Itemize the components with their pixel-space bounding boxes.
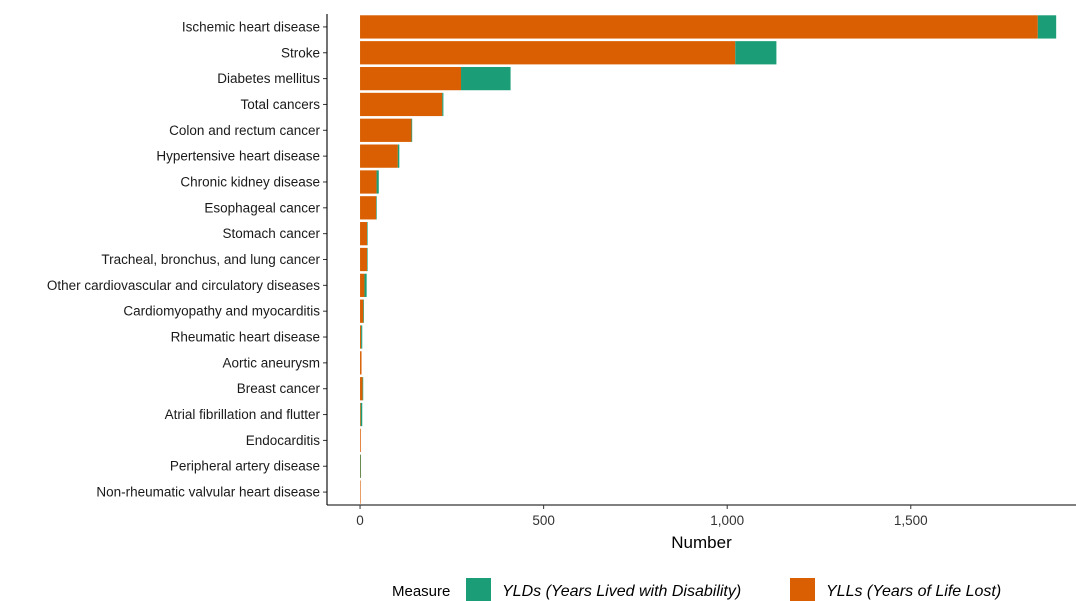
legend-swatch [790,578,815,601]
bar-yll [360,299,364,323]
bar-yld [360,402,363,427]
bar-yll [360,351,362,375]
category-label: Endocarditis [246,433,321,448]
category-label: Peripheral artery disease [170,459,320,474]
category-label: Stomach cancer [222,226,320,241]
category-label: Rheumatic heart disease [171,330,320,345]
bar-yll [360,402,361,427]
category-label: Stroke [281,45,320,60]
bar-yll [360,66,462,91]
bar-yll [360,222,368,246]
category-label: Ischemic heart disease [182,19,320,34]
category-label: Other cardiovascular and circulatory dis… [47,278,320,293]
bar-yld [367,247,368,272]
category-label: Diabetes mellitus [217,71,320,86]
bar-yll [360,325,362,349]
bar-yll [360,144,398,168]
category-label: Colon and rectum cancer [169,123,320,138]
bar-yld [360,454,362,478]
bar-yld [364,273,367,297]
legend-swatch [466,578,491,601]
bar-yld [1037,15,1057,39]
x-tick-label: 1,500 [894,513,928,528]
category-labels: Ischemic heart disease Stroke Diabetes mel… [47,19,321,499]
bar-yld [397,144,400,168]
category-label: Chronic kidney disease [180,174,320,189]
category-label: Tracheal, bronchus, and lung cancer [101,252,320,267]
x-tick-label: 500 [532,513,555,528]
bar-yld [363,299,364,323]
category-label: Esophageal cancer [204,200,320,215]
bar-yll [360,170,377,194]
bar-yll [360,454,361,478]
bar-yld [442,92,444,117]
bar-yll [360,273,365,297]
category-label: Atrial fibrillation and flutter [165,407,321,422]
legend-label: YLDs (Years Lived with Disability) [502,583,741,600]
bar-yld [376,196,377,220]
x-axis-title: Number [671,533,732,552]
x-tick-label: 0 [356,513,364,528]
x-tick-label: 1,000 [710,513,744,528]
bar-yll [360,92,443,117]
category-label: Aortic aneurysm [222,355,320,370]
bars-layer [360,15,1057,504]
category-label: Total cancers [240,97,320,112]
bar-yld [367,222,368,246]
bar-yll [360,480,361,504]
category-label: Cardiomyopathy and myocarditis [123,304,320,319]
legend: Measure YLDs (Years Lived with Disabilit… [392,578,1001,601]
category-label: Hypertensive heart disease [156,149,320,164]
bar-yld [461,66,511,91]
bar-yll [360,41,736,65]
bar-yld [362,377,364,401]
bar-yll [360,118,412,142]
bar-yll [360,15,1038,39]
legend-title: Measure [392,583,450,600]
category-label: Breast cancer [237,381,321,396]
category-label: Non-rheumatic valvular heart disease [96,485,320,500]
bar-yll [360,247,368,272]
bar-yll [360,377,363,401]
bar-yld [361,325,363,349]
bar-yld [735,41,777,65]
bar-yld [376,170,379,194]
bar-yll [360,196,377,220]
legend-label: YLLs (Years of Life Lost) [826,583,1001,600]
axes-layer: 0 500 1,000 1,500 [323,14,1076,528]
bar-yll [360,428,361,453]
bar-yld [411,118,413,142]
